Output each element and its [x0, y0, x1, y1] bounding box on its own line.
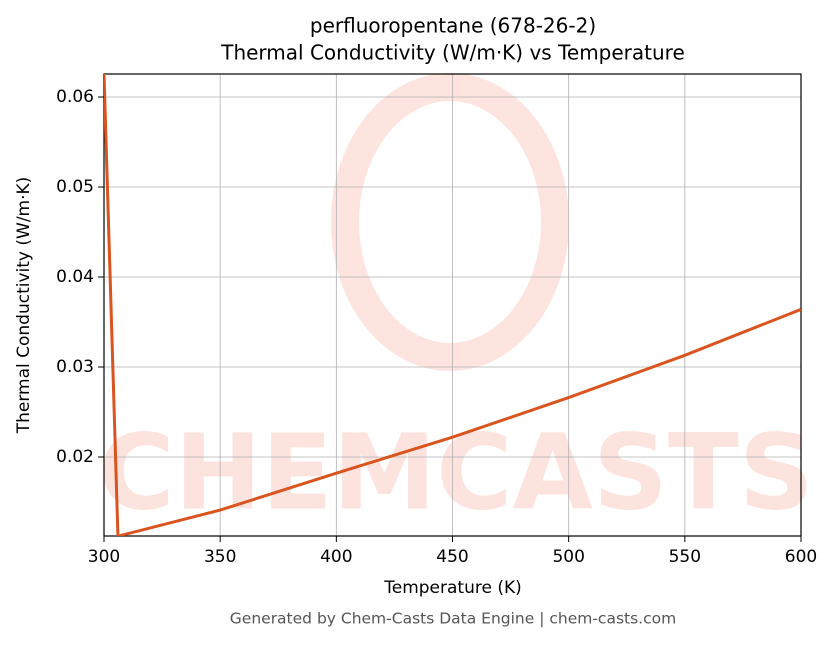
x-tick-label: 550: [669, 547, 701, 567]
x-tick-label: 400: [320, 547, 352, 567]
y-tick-label: 0.04: [56, 267, 94, 287]
y-tick-label: 0.06: [56, 87, 94, 107]
footer: Generated by Chem-Casts Data Engine | ch…: [230, 610, 676, 628]
x-tick-label: 600: [785, 547, 817, 567]
x-axis-label: Temperature (K): [383, 578, 522, 598]
chart-subtitle: Thermal Conductivity (W/m·K) vs Temperat…: [220, 41, 685, 65]
y-tick-label: 0.05: [56, 177, 94, 197]
watermark: CHEMCASTS: [98, 411, 813, 533]
x-tick-label: 350: [204, 547, 236, 567]
chart-title: perfluoropentane (678-26-2): [310, 14, 596, 38]
y-tick-label: 0.03: [56, 357, 94, 377]
y-tick-label: 0.02: [56, 447, 94, 467]
y-axis-label: Thermal Conductivity (W/m·K): [14, 177, 34, 435]
x-tick-label: 500: [552, 547, 584, 567]
x-tick-label: 450: [436, 547, 468, 567]
x-tick-label: 300: [88, 547, 120, 567]
watermark-logo: [331, 73, 569, 371]
data-line: [104, 74, 801, 536]
